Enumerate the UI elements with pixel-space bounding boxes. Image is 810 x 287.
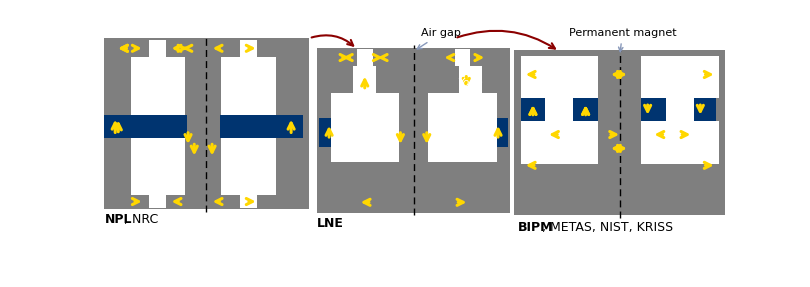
Bar	[317, 48, 510, 213]
Bar	[220, 115, 303, 138]
Bar	[514, 50, 725, 215]
Bar	[454, 49, 470, 66]
Text: LNE: LNE	[317, 217, 343, 230]
Bar	[104, 115, 186, 138]
Bar	[353, 66, 377, 93]
Bar	[642, 98, 666, 121]
Bar	[666, 98, 694, 121]
Bar	[458, 66, 482, 93]
Bar	[545, 98, 573, 121]
Text: NPL: NPL	[105, 213, 133, 226]
Text: Air gap: Air gap	[417, 28, 461, 49]
Bar	[691, 98, 716, 121]
Bar	[319, 118, 343, 147]
Bar	[428, 93, 497, 162]
Bar	[240, 40, 257, 57]
Bar	[130, 138, 185, 195]
Bar	[484, 118, 508, 147]
Bar	[221, 138, 275, 195]
Bar	[642, 121, 719, 164]
Bar	[521, 56, 598, 98]
Bar	[104, 38, 309, 209]
Text: BIPM: BIPM	[518, 221, 553, 234]
Bar	[330, 93, 399, 162]
Text: , METAS, NIST, KRISS: , METAS, NIST, KRISS	[542, 221, 673, 234]
Bar	[240, 195, 257, 208]
Bar	[521, 98, 545, 121]
Text: , NRC: , NRC	[125, 213, 159, 226]
Bar	[130, 57, 185, 115]
Bar	[521, 121, 598, 164]
Bar	[149, 40, 166, 57]
Bar	[642, 56, 719, 98]
Bar	[357, 49, 373, 66]
Bar	[221, 57, 275, 115]
Bar	[149, 195, 166, 208]
Text: Permanent magnet: Permanent magnet	[569, 28, 676, 52]
Bar	[573, 98, 598, 121]
Text: Yoke: Yoke	[458, 78, 483, 88]
